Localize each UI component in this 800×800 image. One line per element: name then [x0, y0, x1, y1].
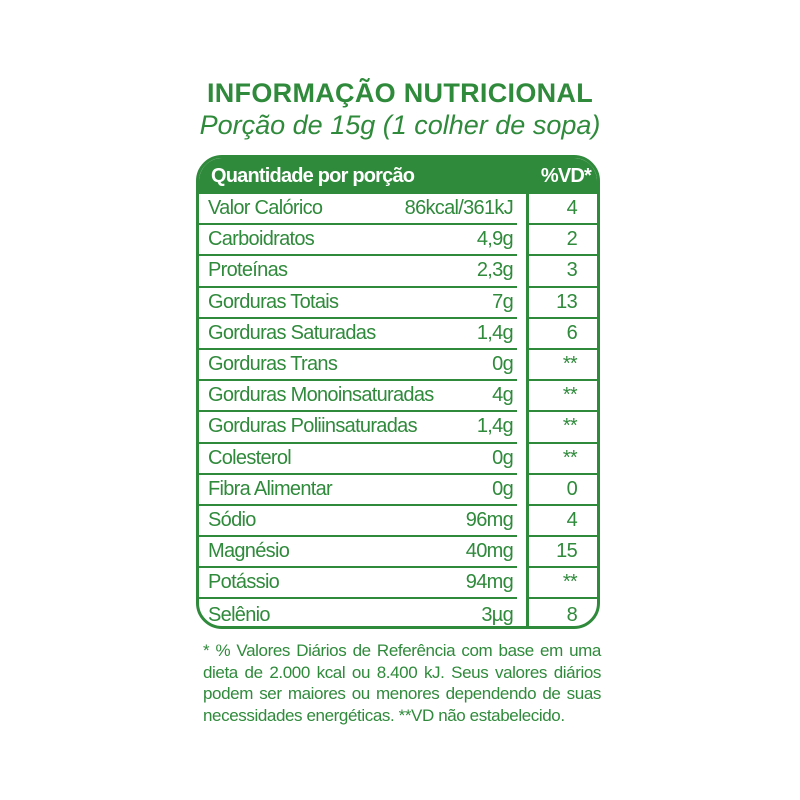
table-row: Fibra Alimentar 0g 0: [199, 474, 597, 506]
nutrient-vd: 13: [526, 287, 597, 319]
nutrient-amount: 2,3g: [476, 259, 514, 282]
row-main: Gorduras Poliinsaturadas 1,4g: [199, 412, 517, 444]
nutrient-amount: 7g: [492, 290, 514, 313]
row-main: Colesterol 0g: [199, 444, 517, 475]
table-row: Potássio 94mg **: [199, 568, 597, 600]
table-row: Gorduras Saturadas 1,4g 6: [199, 318, 597, 350]
nutrient-vd: 0: [526, 474, 597, 506]
nutrient-amount: 0g: [492, 477, 514, 500]
table-row: Proteínas 2,3g 3: [199, 256, 597, 288]
nutrient-vd: 4: [526, 194, 597, 226]
row-main: Potássio 94mg: [199, 568, 517, 600]
nutrient-name: Gorduras Trans: [208, 353, 338, 376]
row-main: Magnésio 40mg: [199, 537, 517, 569]
table-row: Valor Calórico 86kcal/361kJ 4: [199, 194, 597, 226]
nutrient-name: Magnésio: [208, 540, 290, 563]
nutrient-amount: 1,4g: [476, 321, 514, 344]
row-main: Valor Calórico 86kcal/361kJ: [199, 194, 517, 226]
nutrient-amount: 1,4g: [476, 415, 514, 438]
nutrient-vd: 3: [526, 256, 597, 288]
nutrient-vd: **: [526, 412, 597, 444]
nutrient-amount: 4,9g: [476, 228, 514, 251]
nutrient-name: Gorduras Monoinsaturadas: [208, 384, 434, 407]
label-title: INFORMAÇÃO NUTRICIONAL: [206, 78, 594, 108]
table-header: Quantidade por porção %VD*: [199, 158, 597, 194]
nutrient-vd: **: [526, 349, 597, 382]
nutrient-vd: **: [526, 568, 597, 600]
nutrient-name: Sódio: [208, 508, 256, 531]
nutrient-vd: 4: [526, 505, 597, 538]
table-row: Magnésio 40mg 15: [199, 537, 597, 569]
table-row: Gorduras Poliinsaturadas 1,4g **: [199, 412, 597, 444]
nutrient-name: Proteínas: [208, 259, 288, 282]
table-row: Gorduras Totais 7g 13: [199, 287, 597, 319]
nutrient-vd: 2: [526, 225, 597, 257]
row-main: Sódio 96mg: [199, 506, 517, 538]
nutrient-name: Potássio: [208, 571, 280, 594]
nutrient-vd: 8: [526, 599, 597, 626]
header-quantity: Quantidade por porção: [211, 164, 415, 187]
row-main: Gorduras Saturadas 1,4g: [199, 319, 517, 350]
row-main: Fibra Alimentar 0g: [199, 475, 517, 506]
nutrient-name: Colesterol: [208, 446, 292, 469]
nutrient-name: Selênio: [208, 603, 271, 626]
nutrient-vd: **: [526, 443, 597, 475]
row-main: Proteínas 2,3g: [199, 256, 517, 288]
table-row: Selênio 3µg 8: [199, 599, 597, 626]
table-row: Gorduras Trans 0g **: [199, 349, 597, 382]
row-main: Gorduras Monoinsaturadas 4g: [199, 381, 517, 413]
nutrient-amount: 86kcal/361kJ: [404, 197, 514, 220]
table-row: Colesterol 0g **: [199, 443, 597, 475]
nutrient-vd: **: [526, 381, 597, 413]
nutrient-name: Carboidratos: [208, 228, 315, 251]
nutrient-vd: 6: [526, 318, 597, 350]
nutrient-name: Gorduras Saturadas: [208, 321, 376, 344]
nutrient-amount: 40mg: [465, 540, 514, 563]
nutrient-amount: 96mg: [465, 508, 514, 531]
nutrient-vd: 15: [526, 537, 597, 569]
row-main: Gorduras Totais 7g: [199, 288, 517, 319]
footnote: * % Valores Diários de Referência com ba…: [203, 640, 601, 726]
row-main: Gorduras Trans 0g: [199, 350, 517, 382]
footnote-text: * % Valores Diários de Referência com ba…: [203, 641, 601, 703]
nutrient-name: Gorduras Totais: [208, 290, 339, 313]
nutrition-table: Quantidade por porção %VD* Valor Calóric…: [196, 155, 600, 629]
footnote-text-end: necessidades energéticas. **VD não estab…: [203, 705, 565, 725]
nutrient-amount: 4g: [492, 384, 514, 407]
serving-size: Porção de 15g (1 colher de sopa): [199, 110, 601, 140]
nutrient-amount: 0g: [492, 446, 514, 469]
table-row: Carboidratos 4,9g 2: [199, 225, 597, 257]
nutrient-amount: 3µg: [481, 603, 513, 626]
nutrient-name: Valor Calórico: [208, 197, 323, 220]
header-vd: %VD*: [540, 164, 592, 187]
table-row: Gorduras Monoinsaturadas 4g **: [199, 381, 597, 413]
nutrient-name: Fibra Alimentar: [208, 477, 333, 500]
row-main: Carboidratos 4,9g: [199, 225, 517, 257]
nutrient-amount: 94mg: [465, 571, 514, 594]
nutrient-name: Gorduras Poliinsaturadas: [208, 415, 418, 438]
row-main: Selênio 3µg: [199, 599, 517, 626]
table-row: Sódio 96mg 4: [199, 505, 597, 538]
nutrient-amount: 0g: [492, 353, 514, 376]
